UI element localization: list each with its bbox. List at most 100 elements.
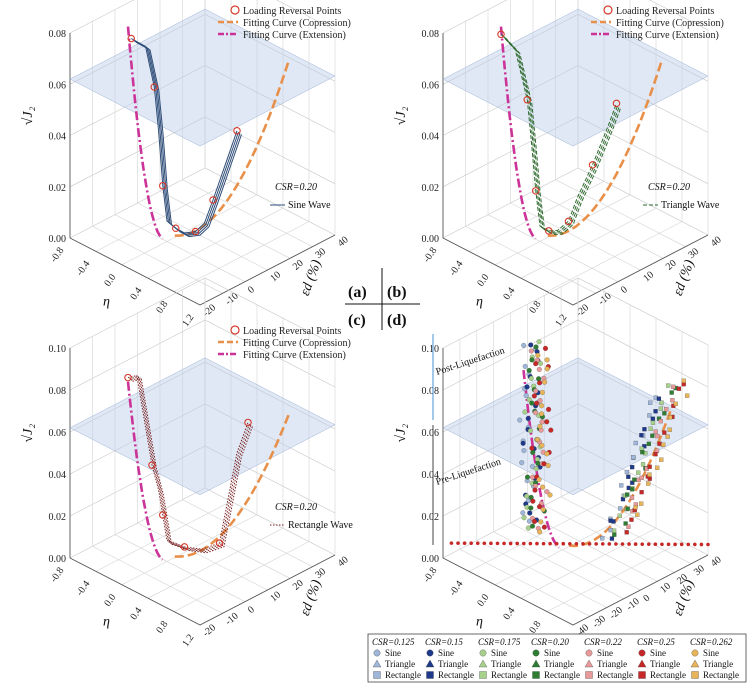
eps-tick-label: 20: [664, 258, 679, 273]
scatter-point: [523, 393, 529, 399]
scatter-point: [542, 379, 548, 385]
eta-tick-label: 0.8: [154, 299, 170, 316]
reversal-point: [127, 34, 136, 43]
compression-fitting-curve: [174, 412, 291, 558]
eps-gridline: [182, 289, 313, 567]
scatter-point: [526, 367, 532, 373]
response-path: [135, 41, 242, 238]
eps-gridline: [510, 0, 641, 271]
eps-axis-title: εd (%): [671, 578, 698, 618]
scatter-point: [534, 456, 540, 462]
floor-trace-point: [653, 542, 658, 547]
scatter-point: [539, 389, 545, 395]
scatter-point: [519, 460, 525, 466]
eps-gridline: [487, 9, 619, 282]
scatter-point: [664, 407, 669, 412]
floor-trace-point: [568, 541, 572, 546]
scatter-point: [655, 433, 660, 439]
reversal-point: [159, 511, 167, 519]
scatter-point: [531, 518, 537, 524]
eps-tick-label: 40: [336, 234, 351, 249]
eta-tick-label: 1.2: [180, 632, 196, 649]
reversal-point: [523, 96, 531, 104]
scatter-point: [529, 400, 535, 406]
reversal-point: [233, 127, 241, 135]
reversal-point: [209, 196, 217, 204]
eps-tick-label: 10: [641, 269, 656, 284]
legend-sine-marker: [426, 649, 434, 657]
z-tick-label: 0.04: [49, 470, 67, 481]
eps-tick-label: 40: [709, 234, 724, 249]
z-tick-label: 0.02: [422, 512, 440, 523]
eps-gridline: [114, 9, 246, 282]
eta-axis-title: η: [476, 615, 483, 630]
eta-tick-label: 0.8: [527, 299, 543, 316]
scatter-point: [522, 363, 528, 369]
floor-trace-point: [574, 541, 579, 546]
legend-csr-header: CSR=0.15: [425, 637, 463, 647]
floor-trace-point: [502, 541, 506, 546]
legend-reversal-label: Loading Reversal Points: [243, 6, 341, 17]
legend-rectangle-marker: [638, 671, 646, 679]
scatter-point: [685, 393, 690, 398]
eta-axis-title: η: [476, 295, 483, 310]
reversal-point: [564, 217, 573, 225]
panel-1: 0.000.020.040.060.08-0.8-0.40.00.40.81.2…: [21, 0, 351, 329]
scatter-point: [526, 518, 532, 524]
compression-fitting-curve: [547, 58, 664, 237]
scatter-point: [546, 406, 552, 412]
eps-gridline: [577, 278, 709, 556]
base-axes: [69, 554, 336, 626]
panel-label-a: (a): [348, 284, 367, 301]
z-axis-title: √J₂: [21, 106, 36, 125]
scatter-point: [539, 419, 545, 425]
scatter-point: [521, 515, 527, 521]
eps-gridline: [159, 301, 291, 579]
scatter-point: [533, 361, 539, 367]
panel-3: 0.00 0.02 0.04 0.06 0.08 0.10 -0.8 -0.4 0.0 0.4 0.…: [21, 277, 353, 649]
scatter-point: [658, 406, 664, 411]
legend-triangle-marker: [531, 659, 541, 668]
scatter-point: [520, 510, 526, 516]
eta-tick-label: 0.8: [527, 619, 543, 636]
csr-annotation: CSR=0.20: [275, 182, 317, 193]
scatter-point: [662, 430, 667, 435]
scatter-point: [625, 506, 630, 511]
legend-row-label: Rectangle: [385, 670, 421, 680]
eps-gridline: [577, 0, 709, 236]
floor-trace-point: [699, 542, 704, 547]
eps-gridline: [137, 313, 268, 591]
legend-sine-marker: [691, 649, 699, 657]
scatter-point: [528, 348, 534, 354]
eta-tick-label: 0.8: [154, 619, 170, 636]
extension-fitting-curve: [126, 26, 164, 240]
wave-annotation: Sine Wave: [288, 200, 331, 211]
legend-extension-label: Fitting Curve (Extension): [616, 30, 719, 41]
scatter-point: [626, 474, 631, 479]
legend-row-label: Sine: [438, 648, 454, 658]
floor-trace-point: [620, 542, 625, 546]
wave-annotation: Rectangle Wave: [288, 520, 353, 531]
reversal-point: [612, 99, 621, 108]
scatter-point: [611, 528, 617, 533]
legend-reversal-marker: [230, 5, 240, 15]
scatter-point: [620, 497, 626, 502]
legend-csr-header: CSR=0.22: [584, 637, 622, 647]
legend-row-label: Triangle: [544, 659, 574, 669]
eps-gridline: [465, 21, 596, 294]
scatter-point: [534, 436, 540, 442]
z-tick-label: 0.02: [422, 183, 440, 194]
scatter-point: [681, 378, 686, 383]
floor-trace-point: [548, 541, 552, 546]
scatter-point: [538, 519, 544, 525]
scatter-point: [653, 452, 658, 457]
response-path: [130, 377, 252, 553]
response-path: [505, 37, 622, 235]
panel-4: 0.00 0.02 0.04 0.06 0.08 0.10 -0.8 -0.4 0.0 0.4 0.…: [394, 277, 724, 649]
scatter-point: [617, 513, 622, 518]
legend-row-label: Triangle: [650, 659, 680, 669]
response-path: [503, 36, 620, 234]
scatter-point: [529, 474, 535, 480]
base-axes: [442, 554, 709, 626]
